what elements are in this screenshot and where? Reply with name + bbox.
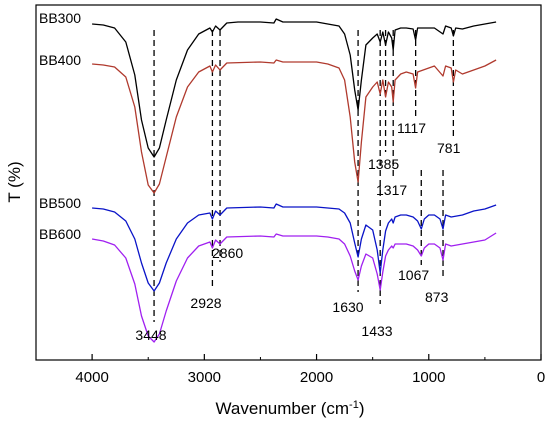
peak-label-3448: 3448 [135,327,166,343]
peak-label-873: 873 [425,289,449,305]
peak-label-1317: 1317 [376,182,407,198]
x-tick-label-0: 4000 [75,369,108,386]
x-axis-title: Wavenumber (cm-1) [216,399,365,418]
x-axis-ticks: 4000 3000 2000 1000 0 [35,354,545,386]
peak-label-1385: 1385 [368,156,399,172]
peak-label-2928: 2928 [190,295,221,311]
peak-label-2860: 2860 [212,245,243,261]
series-line-bb600 [91,232,497,343]
peak-label-1117: 1117 [397,120,426,136]
peak-label-1630: 1630 [332,299,363,315]
x-tick-label-1: 3000 [188,369,221,386]
peak-label-1433: 1433 [361,323,392,339]
peak-label-1067: 1067 [398,267,429,283]
peak-label-781: 781 [437,140,461,156]
peak-labels: 3448 2928 2860 1630 1433 1385 1317 1117 1067 873 7… [135,120,460,343]
series-line-bb400 [92,59,497,194]
peak-guide-lines [153,30,455,322]
series-label-bb400: BB400 [39,52,81,68]
series-label-bb300: BB300 [39,10,81,26]
x-tick-label-4: 0 [537,369,545,386]
series-labels: BB300 BB400 BB500 BB600 [39,10,81,242]
x-tick-label-2: 2000 [300,369,333,386]
series-label-bb600: BB600 [39,226,81,242]
series-line-bb500 [92,203,497,292]
series-line-bb300 [92,18,497,158]
y-axis-title: T (%) [5,161,24,202]
series-label-bb500: BB500 [39,195,81,211]
series-group [91,18,497,343]
x-tick-label-3: 1000 [412,369,445,386]
plot-frame [35,4,542,361]
